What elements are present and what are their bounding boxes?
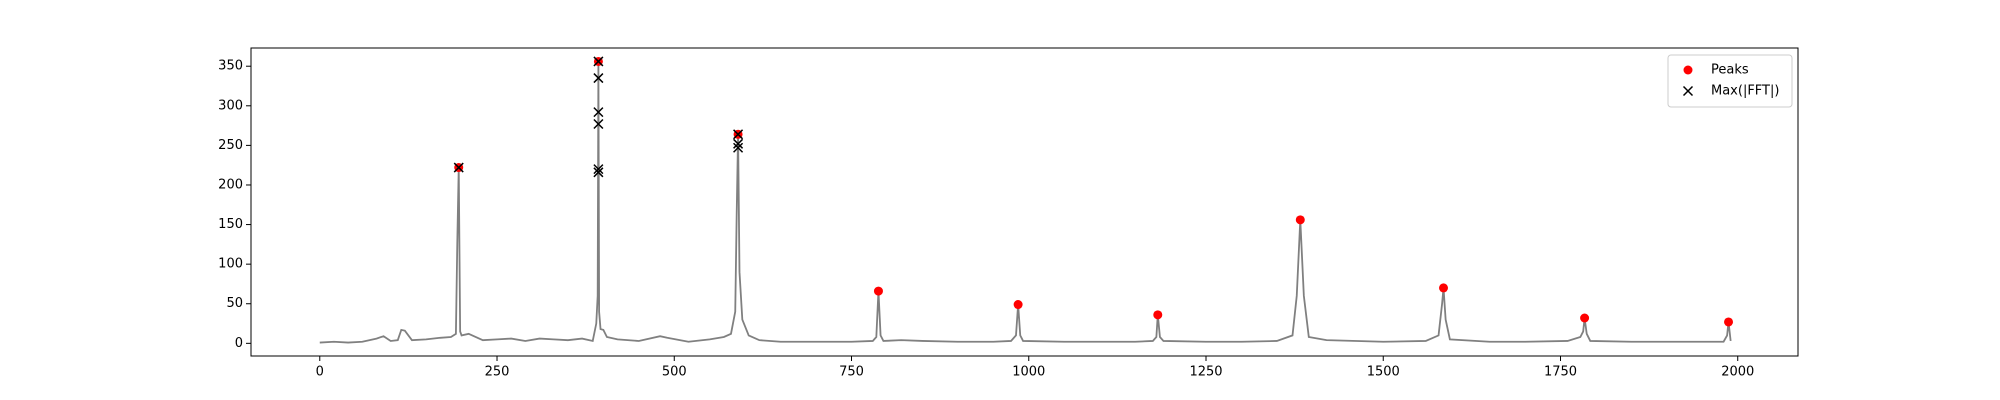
legend-box [1667,54,1793,108]
x-tick-label: 0 [316,365,324,380]
peak-marker [1295,215,1305,225]
max-fft-marker [593,107,604,118]
x-tick-label: 1750 [1544,365,1577,380]
marker-stroke [733,142,744,153]
peak-marker [1013,300,1023,310]
x-tick-label: 1250 [1189,365,1222,380]
legend-label: Peaks [1711,63,1749,78]
peak-marker [873,286,883,296]
legend-marker [1682,85,1694,97]
y-tick-label: 50 [226,296,243,311]
legend-marker [1683,65,1693,75]
legend-label: Max(|FFT|) [1711,84,1779,99]
marker-stroke [733,138,744,149]
marker-stroke [593,107,604,118]
x-tick-label: 750 [839,365,864,380]
marker-stroke [593,56,604,67]
x-tick-label: 500 [662,365,687,380]
max-fft-marker [593,164,604,175]
peak-marker [1439,283,1449,293]
marker-stroke [453,162,464,173]
y-tick-label: 200 [218,177,243,192]
y-tick-label: 0 [235,336,243,351]
marker-stroke [733,129,744,140]
x-tick-label: 250 [485,365,510,380]
x-tick-label: 1500 [1367,365,1400,380]
peak-marker [1724,317,1734,327]
marker-stroke [593,118,604,130]
max-fft-marker [733,138,744,149]
max-fft-marker [453,162,464,173]
marker-stroke [593,73,604,84]
x-tick-label: 2000 [1721,365,1754,380]
marker-stroke [593,164,604,175]
y-tick-label: 350 [218,59,243,74]
max-fft-marker [593,167,604,178]
y-tick-label: 150 [218,217,243,232]
peak-marker [1153,310,1163,320]
max-fft-marker [593,118,604,130]
x-tick-label: 1000 [1012,365,1045,380]
max-fft-marker [593,73,604,84]
max-fft-marker [733,142,744,153]
marker-stroke [593,167,604,178]
marker-stroke [1682,85,1694,97]
plot-frame [250,47,1799,357]
max-fft-marker [593,56,604,67]
y-tick-label: 250 [218,138,243,153]
peak-marker [1580,313,1590,323]
max-fft-marker [733,129,744,140]
y-tick-label: 300 [218,98,243,113]
y-tick-label: 100 [218,257,243,272]
spectrum-line [319,61,1732,344]
